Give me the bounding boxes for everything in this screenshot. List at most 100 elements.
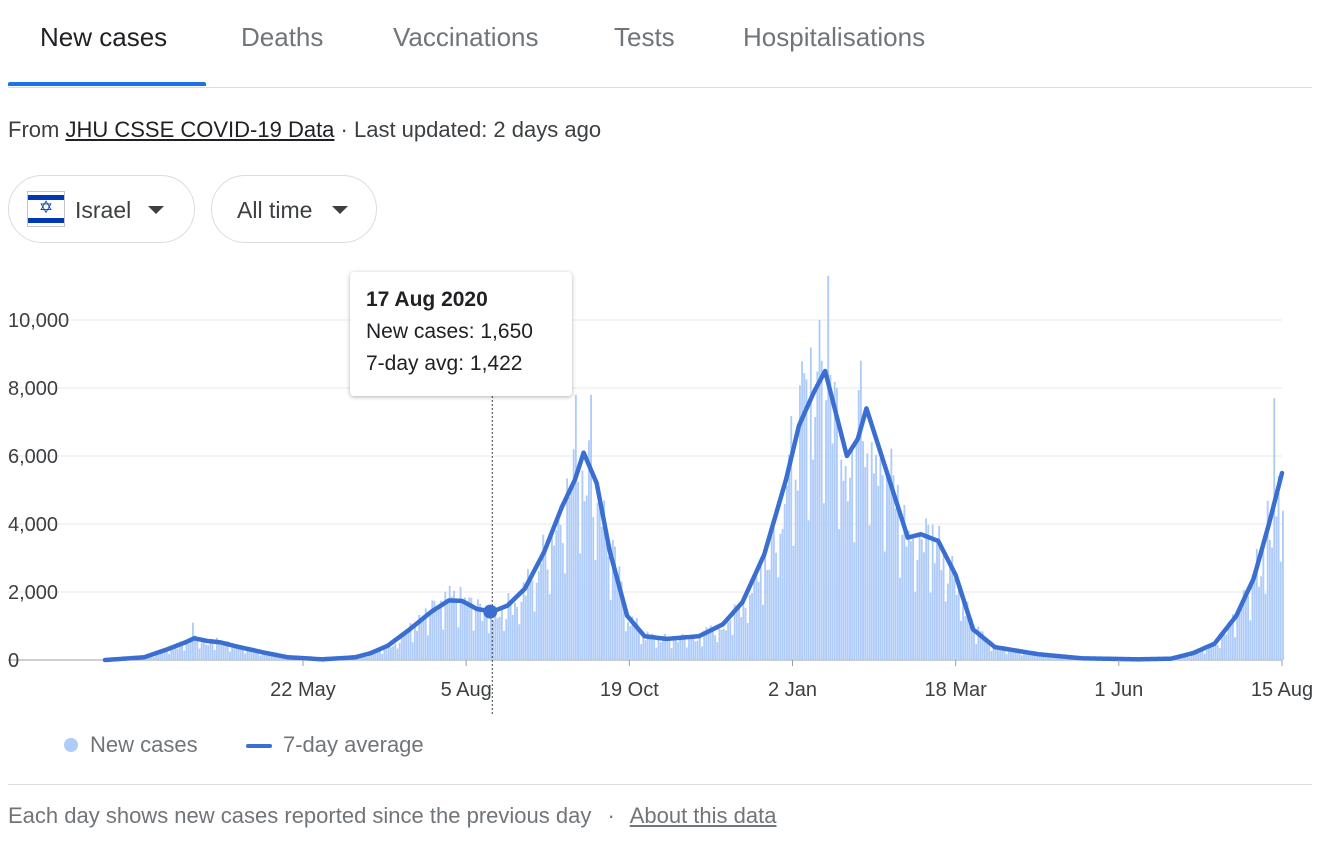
- new-cases-bar: [1023, 653, 1025, 660]
- new-cases-bar: [1210, 645, 1213, 660]
- new-cases-bar: [433, 600, 436, 660]
- new-cases-bar: [840, 459, 843, 660]
- new-cases-bar: [670, 648, 673, 660]
- new-cases-bar: [844, 466, 847, 660]
- new-cases-bar: [1223, 630, 1226, 660]
- new-cases-bar: [1253, 570, 1256, 660]
- new-cases-bar: [931, 524, 934, 660]
- new-cases-bar: [514, 602, 516, 660]
- new-cases-bar: [877, 485, 880, 660]
- new-cases-bar: [1038, 654, 1041, 660]
- new-cases-bar: [1014, 649, 1017, 660]
- chevron-down-icon: [332, 206, 348, 214]
- new-cases-bar: [677, 642, 680, 660]
- new-cases-bar: [376, 649, 379, 660]
- new-cases-bar: [1016, 652, 1019, 660]
- new-cases-bar: [481, 621, 484, 660]
- tab-vaccinations[interactable]: Vaccinations: [393, 22, 539, 52]
- new-cases-bar: [172, 648, 175, 660]
- new-cases-bar: [1184, 655, 1186, 660]
- new-cases-bar: [1208, 643, 1210, 660]
- new-cases-bar: [1031, 651, 1034, 660]
- new-cases-bar: [1020, 655, 1023, 660]
- footer-separator: ·: [607, 803, 615, 828]
- new-cases-bar: [859, 360, 862, 660]
- new-cases-bar: [762, 604, 764, 660]
- new-cases-bar: [453, 590, 455, 660]
- new-cases-bar: [801, 361, 804, 660]
- new-cases-bar: [444, 591, 447, 660]
- new-cases-bar: [814, 416, 817, 660]
- new-cases-bar: [155, 654, 157, 660]
- new-cases-bar: [202, 640, 205, 660]
- new-cases-bar: [598, 507, 601, 660]
- new-cases-bar: [500, 607, 503, 660]
- new-cases-bar: [163, 650, 166, 660]
- new-cases-bar: [812, 459, 814, 660]
- new-cases-bar: [533, 611, 536, 660]
- new-cases-bar: [601, 526, 603, 660]
- new-cases-bar: [1192, 652, 1195, 660]
- new-cases-bar: [516, 607, 519, 660]
- new-cases-bar: [435, 611, 438, 660]
- new-cases-bar: [1266, 500, 1269, 660]
- hover-marker: [483, 396, 498, 716]
- new-cases-bar: [185, 642, 188, 660]
- country-dropdown[interactable]: ✡ Israel: [8, 175, 195, 243]
- new-cases-bar: [899, 577, 901, 660]
- new-cases-bar: [270, 654, 273, 660]
- new-cases-bar: [205, 644, 207, 660]
- new-cases-bar: [161, 652, 164, 660]
- tab-deaths[interactable]: Deaths: [241, 22, 324, 52]
- new-cases-bar: [1190, 655, 1193, 660]
- new-cases-bar: [759, 559, 762, 660]
- new-cases-bar: [233, 647, 236, 660]
- seven-day-average-line: [102, 368, 1285, 663]
- new-cases-bar: [740, 617, 743, 660]
- new-cases-bar: [929, 592, 932, 660]
- new-cases-bar: [955, 595, 958, 660]
- new-cases-bar: [259, 655, 262, 660]
- new-cases-bar: [883, 551, 886, 660]
- hover-point: [483, 604, 498, 619]
- new-cases-bar: [831, 443, 834, 660]
- tab-hospitalisations[interactable]: Hospitalisations: [743, 22, 926, 52]
- new-cases-bar: [627, 622, 629, 660]
- new-cases-bar: [1227, 622, 1230, 660]
- new-cases-bar: [888, 474, 891, 660]
- new-cases-bar: [594, 559, 597, 660]
- new-cases-bar: [855, 439, 858, 660]
- new-cases-bar: [181, 646, 183, 660]
- new-cases-bar: [529, 576, 532, 660]
- new-cases-bar: [938, 525, 941, 660]
- chevron-down-icon: [148, 206, 164, 214]
- y-axis-labels: 0 2,000 4,000 6,000 8,000 10,000: [8, 310, 69, 672]
- new-cases-bar: [1214, 643, 1217, 660]
- source-link[interactable]: JHU CSSE COVID-19 Data: [65, 117, 335, 142]
- tab-new-cases[interactable]: New cases: [40, 22, 168, 52]
- x-tick-label: 15 Aug: [1251, 679, 1313, 701]
- new-cases-bar: [268, 654, 271, 660]
- new-cases-bar: [1025, 652, 1028, 660]
- new-cases-bar: [1033, 653, 1036, 660]
- new-cases-bar: [603, 500, 606, 660]
- new-cases-bar: [396, 648, 399, 660]
- tab-tests[interactable]: Tests: [614, 22, 675, 52]
- divider: [8, 784, 1312, 785]
- about-data-link[interactable]: About this data: [629, 803, 777, 828]
- time-range-dropdown[interactable]: All time: [211, 175, 377, 243]
- new-cases-bar: [659, 642, 662, 660]
- new-cases-bar: [263, 653, 266, 660]
- new-cases-bar: [231, 645, 234, 660]
- new-cases-bar: [544, 547, 547, 660]
- new-cases-bar: [187, 643, 190, 660]
- new-cases-bar: [583, 501, 586, 660]
- new-cases-bar: [605, 529, 608, 660]
- new-cases-bar: [392, 646, 395, 660]
- new-cases-bar: [189, 639, 192, 660]
- new-cases-bar: [1194, 650, 1197, 660]
- new-cases-bar: [411, 642, 414, 660]
- new-cases-bar: [638, 632, 640, 660]
- new-cases-bar: [799, 385, 801, 660]
